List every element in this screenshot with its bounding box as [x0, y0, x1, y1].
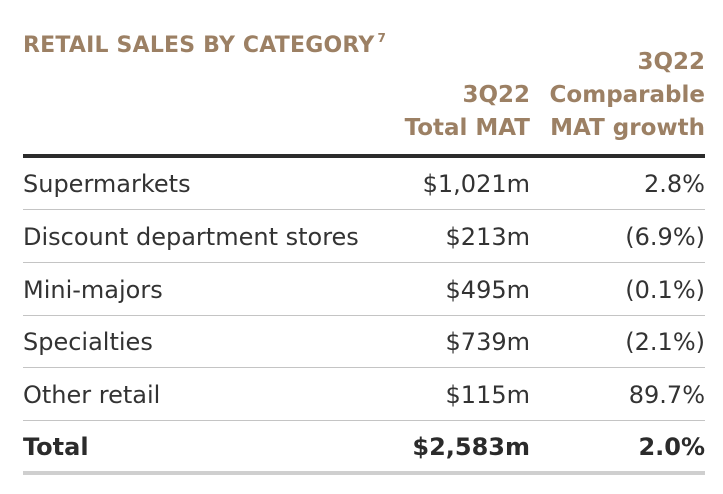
- header-rule: [23, 154, 705, 158]
- category-cell: Discount department stores: [23, 223, 359, 251]
- column-header-line: Total MAT: [404, 115, 530, 141]
- column-header-line: Comparable: [549, 82, 705, 108]
- column-header-total-mat: 3Q22 Total MAT: [405, 79, 530, 145]
- total-mat-cell: $1,021m: [422, 170, 530, 198]
- column-header-line: 3Q22: [462, 82, 530, 108]
- growth-cell: (2.1%): [625, 328, 705, 356]
- growth-cell: 2.8%: [644, 170, 705, 198]
- table-title-text: RETAIL SALES BY CATEGORY: [23, 33, 375, 58]
- total-mat-cell: $115m: [445, 381, 530, 409]
- total-row: Total $2,583m 2.0%: [23, 421, 705, 473]
- table-row: Specialties $739m (2.1%): [23, 316, 705, 368]
- footer-rule: [23, 471, 705, 475]
- growth-cell: (6.9%): [625, 223, 705, 251]
- growth-cell: 89.7%: [628, 381, 705, 409]
- total-mat-cell: $213m: [445, 223, 530, 251]
- table-title: RETAIL SALES BY CATEGORY 7: [23, 31, 387, 58]
- total-mat-value: $2,583m: [412, 433, 530, 461]
- column-header-line: MAT growth: [550, 115, 705, 141]
- growth-cell: (0.1%): [625, 276, 705, 304]
- total-mat-cell: $495m: [445, 276, 530, 304]
- column-header-line: 3Q22: [637, 49, 705, 75]
- footnote-marker: 7: [377, 31, 387, 45]
- category-cell: Specialties: [23, 328, 153, 356]
- table-row: Other retail $115m 89.7%: [23, 369, 705, 421]
- table-row: Discount department stores $213m (6.9%): [23, 211, 705, 263]
- category-cell: Other retail: [23, 381, 161, 409]
- total-label: Total: [23, 433, 89, 461]
- category-cell: Supermarkets: [23, 170, 191, 198]
- table-row: Supermarkets $1,021m 2.8%: [23, 158, 705, 210]
- column-header-growth: 3Q22 Comparable MAT growth: [550, 46, 705, 145]
- total-mat-cell: $739m: [445, 328, 530, 356]
- category-cell: Mini-majors: [23, 276, 163, 304]
- table-row: Mini-majors $495m (0.1%): [23, 264, 705, 316]
- total-growth-value: 2.0%: [638, 433, 705, 461]
